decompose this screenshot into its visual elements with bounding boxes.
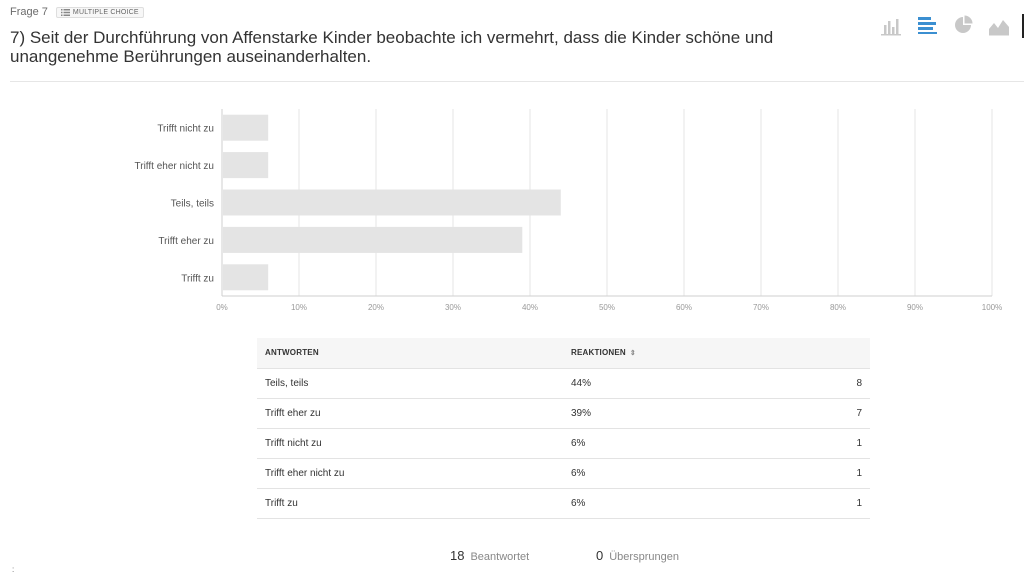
bar [223,226,523,253]
x-tick-label: 0% [216,303,228,312]
answered-summary: 18 Beantwortet [450,548,529,563]
table-header-row: ANTWORTEN REAKTIONEN ⇕ [257,338,870,368]
header-divider [10,81,1024,82]
answered-count: 18 [450,548,465,563]
panel-edge [1022,14,1024,38]
pie-chart-icon[interactable] [952,14,974,36]
category-label: Trifft zu [181,273,214,284]
x-tick-label: 20% [368,303,384,312]
question-number: Frage 7 [10,6,48,18]
category-label: Teils, teils [171,199,214,210]
answer-percent: 39% [563,397,750,428]
answer-count: 8 [750,367,870,398]
answer-label: Trifft nicht zu [257,427,563,458]
answer-label: Teils, teils [257,367,563,398]
corner-mark: : [12,565,15,574]
question-meta: Frage 7 MULTIPLE CHOICE [10,6,144,18]
bar-chart-icon[interactable] [880,14,902,36]
skipped-summary: 0 Übersprungen [596,548,679,563]
list-icon [60,8,70,16]
answered-label: Beantwortet [470,551,530,563]
x-tick-label: 70% [753,303,769,312]
skipped-count: 0 [596,548,604,563]
question-type-badge: MULTIPLE CHOICE [55,6,144,18]
x-tick-label: 90% [907,303,923,312]
question-type-label: MULTIPLE CHOICE [72,8,139,16]
answer-count: 1 [750,457,870,488]
skipped-label: Übersprungen [609,551,679,563]
category-label: Trifft eher zu [158,236,214,247]
x-tick-label: 100% [982,303,1002,312]
answer-count: 1 [750,487,870,519]
answer-percent: 6% [563,487,750,519]
x-tick-label: 50% [599,303,615,312]
answer-count: 1 [750,427,870,458]
answer-label: Trifft zu [257,487,563,519]
answers-column-header: ANTWORTEN [257,338,563,368]
table-row: Trifft eher zu 39% 7 [257,397,870,428]
table-row: Trifft eher nicht zu 6% 1 [257,457,870,488]
answer-label: Trifft eher nicht zu [257,457,563,488]
count-column-header [750,338,870,368]
answer-percent: 44% [563,367,750,398]
chart-type-selector [880,14,1010,36]
answer-percent: 6% [563,457,750,488]
question-title: 7) Seit der Durchführung von Affenstarke… [10,28,774,66]
answer-label: Trifft eher zu [257,397,563,428]
bar [223,264,269,291]
x-tick-label: 60% [676,303,692,312]
table-row: Trifft zu 6% 1 [257,487,870,519]
response-bar-chart: 0% 10% 20% 30% 40% 50% 60% 70% 80% 90% 100% Trifft … [135,109,1002,312]
responses-column-header[interactable]: REAKTIONEN ⇕ [563,338,750,368]
x-tick-label: 80% [830,303,846,312]
x-tick-label: 40% [522,303,538,312]
category-label: Trifft eher nicht zu [135,161,214,172]
answers-table: ANTWORTEN REAKTIONEN ⇕ Teils, teils 44% 8… [257,338,870,519]
answer-count: 7 [750,397,870,428]
horizontal-bar-chart-icon[interactable] [916,14,938,36]
x-tick-label: 10% [291,303,307,312]
x-tick-label: 30% [445,303,461,312]
table-row: Teils, teils 44% 8 [257,367,870,398]
area-chart-icon[interactable] [988,14,1010,36]
bar [223,152,269,179]
table-row: Trifft nicht zu 6% 1 [257,427,870,458]
bar [223,189,561,216]
bar [223,114,269,141]
category-label: Trifft nicht zu [157,124,214,135]
answer-percent: 6% [563,427,750,458]
sort-icon[interactable]: ⇕ [629,350,636,358]
